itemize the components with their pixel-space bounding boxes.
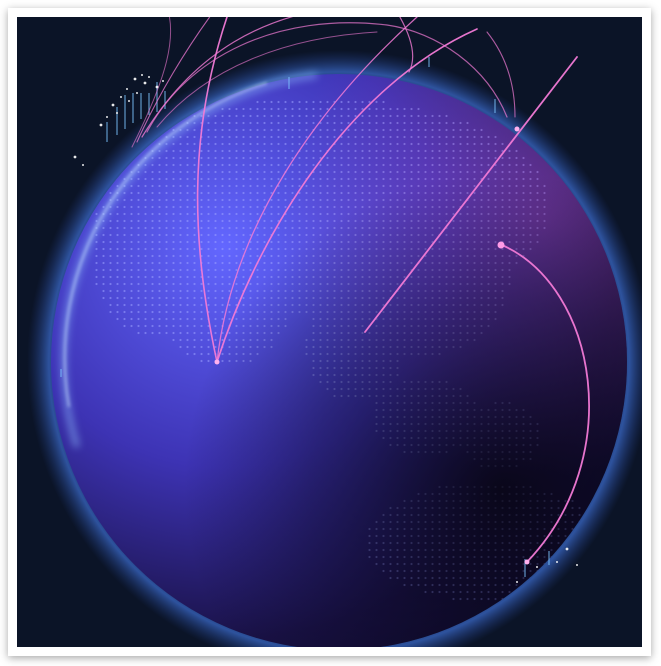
sparkle-dot	[99, 123, 103, 127]
sparkle-dot	[120, 96, 122, 98]
sparkle-dot	[576, 564, 578, 566]
sparkle-dot	[162, 80, 164, 82]
sparkle-dot	[82, 164, 84, 166]
rim-highlight	[63, 82, 268, 408]
sparkle-dot	[128, 100, 130, 102]
signal-rays	[60, 57, 550, 577]
sparkle-dot	[73, 155, 77, 159]
globe-photo	[17, 17, 642, 647]
sparkle-particles	[73, 74, 578, 583]
sparkle-dot	[143, 81, 147, 85]
sparkle-dot	[141, 74, 143, 76]
connection-arcs	[131, 17, 590, 563]
sparkle-dot	[148, 76, 150, 78]
node-marker	[514, 126, 520, 132]
sparkle-dot	[556, 561, 558, 563]
photo-frame	[8, 8, 651, 656]
globe-illustration	[17, 17, 642, 647]
sparkle-dot	[116, 112, 118, 114]
sparkle-dot	[565, 547, 569, 551]
sparkle-dot	[106, 116, 108, 118]
node-marker	[524, 559, 530, 565]
sparkle-dot	[133, 77, 137, 81]
sparkle-dot	[111, 103, 115, 107]
sparkle-dot	[155, 85, 159, 89]
night-shadow	[51, 74, 627, 647]
sparkle-dot	[136, 92, 138, 94]
node-marker	[214, 359, 220, 365]
node-marker	[497, 241, 505, 249]
sparkle-dot	[126, 88, 128, 90]
sparkle-dot	[536, 566, 538, 568]
sparkle-dot	[516, 581, 518, 583]
